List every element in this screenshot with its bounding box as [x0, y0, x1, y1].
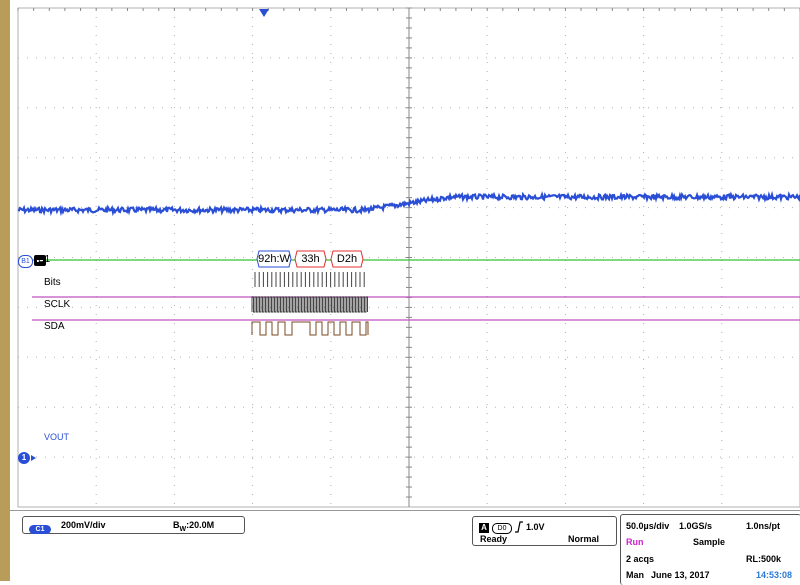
packet-address-frame — [256, 250, 292, 268]
packet-address-text: 92h:W — [258, 253, 290, 265]
bits-label: Bits — [44, 277, 61, 288]
date: June 13, 2017 — [651, 570, 710, 580]
acquisition-count: 2 acqs — [626, 554, 655, 564]
bandwidth-value: 20.0M — [189, 520, 215, 530]
trigger-state: Ready — [480, 534, 508, 544]
date-mode: Man — [626, 570, 644, 580]
trigger-a-badge: A — [479, 523, 489, 533]
bus-label: B1 — [38, 254, 51, 265]
clock-time: 14:53:08 — [756, 570, 793, 580]
trigger-level: 1.0V — [526, 522, 545, 532]
trigger-position-marker[interactable] — [259, 9, 269, 17]
status-bar: C1 200mV/div BW:20.0M A D0 1.0V Ready No… — [10, 510, 800, 585]
bits-trace — [254, 272, 365, 287]
sample-rate: 1.0GS/s — [679, 521, 713, 531]
packet-address: 92h:W — [256, 250, 292, 268]
trigger-channel-badge: D0 — [492, 523, 512, 534]
packet-data-2: D2h — [330, 250, 364, 268]
ch1-arrow-icon — [31, 455, 36, 461]
ch1-badge[interactable]: C1 — [29, 525, 51, 534]
graticule — [17, 7, 800, 508]
packet-data-1: 33h — [294, 250, 327, 268]
bus-collapse-icon[interactable] — [34, 255, 46, 266]
bus-channel-badge[interactable]: B1 — [18, 255, 33, 268]
timebase: 50.0µs/div — [626, 521, 670, 531]
packet-data-1-frame — [294, 250, 327, 268]
packet-data-2-frame — [330, 250, 364, 268]
ch1-scale: 200mV/div — [61, 520, 106, 530]
sda-trace — [251, 321, 369, 336]
bandwidth-limit: BW:20.0M — [173, 520, 215, 533]
trigger-settings-box[interactable]: A D0 1.0V Ready Normal — [472, 516, 617, 546]
run-state: Run — [626, 537, 644, 547]
vout-trace — [17, 190, 800, 217]
packet-data-1-text: 33h — [301, 253, 320, 265]
sclk-label: SCLK — [44, 299, 71, 310]
vout-label: VOUT — [44, 432, 70, 442]
record-length: RL:500k — [746, 554, 782, 564]
ch1-ground-marker[interactable]: 1 — [18, 452, 30, 464]
waveform-display[interactable]: B1 B1 Bits SCLK SDA 92h:W 33h D2h VOUT 1 — [10, 0, 800, 510]
sclk-trace — [251, 296, 368, 313]
acquisition-mode: Sample — [693, 537, 726, 547]
sda-label: SDA — [44, 321, 65, 332]
trigger-mode: Normal — [568, 534, 600, 544]
acquisition-box[interactable]: 50.0µs/div 1.0GS/s 1.0ns/pt Run Sample 2… — [620, 514, 800, 585]
packet-data-2-text: D2h — [336, 253, 358, 265]
bandwidth-prefix: B — [173, 520, 180, 530]
resolution: 1.0ns/pt — [746, 521, 781, 531]
bandwidth-sub: W — [179, 525, 187, 533]
rising-edge-icon — [515, 521, 523, 533]
vertical-settings-box[interactable]: C1 200mV/div BW:20.0M — [22, 516, 245, 534]
left-side-bar — [0, 0, 10, 581]
